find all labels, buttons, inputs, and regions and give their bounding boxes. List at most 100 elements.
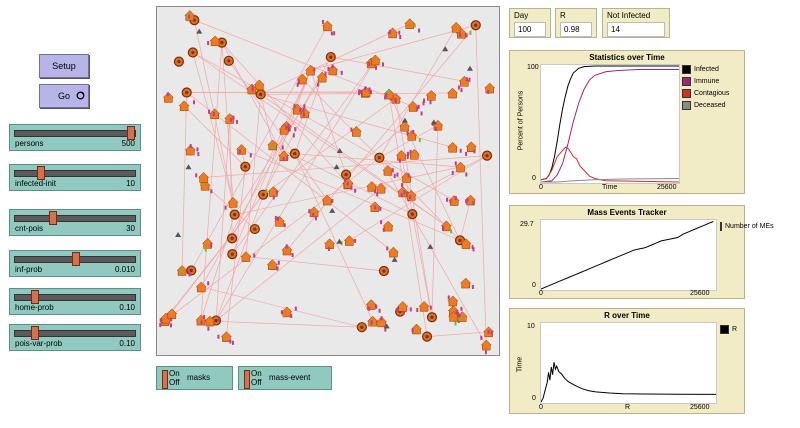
- slider-thumb[interactable]: [126, 126, 135, 140]
- contact-link: [200, 56, 332, 288]
- poi-target-center: [227, 59, 231, 63]
- person-icon: [343, 177, 346, 182]
- go-button-label: Go: [57, 91, 70, 101]
- plot-lines: [540, 65, 680, 183]
- house-icon: [408, 148, 420, 160]
- infected-init-slider[interactable]: infected-init 10: [9, 164, 141, 191]
- world-view[interactable]: [156, 6, 500, 356]
- masks-switch[interactable]: On Off masks: [156, 366, 233, 390]
- y-tick-label: 0: [532, 282, 536, 289]
- person-icon: [450, 229, 453, 234]
- person-icon: [399, 35, 402, 40]
- contact-link: [241, 149, 461, 241]
- person-icon: [350, 185, 353, 190]
- setup-button[interactable]: Setup: [39, 54, 89, 78]
- person-icon: [207, 281, 210, 286]
- person-icon: [340, 70, 343, 75]
- persons-slider[interactable]: persons 500: [9, 124, 141, 151]
- series-line-contagious: [540, 146, 680, 183]
- home-prob-slider[interactable]: home-prob 0.10: [9, 288, 141, 315]
- house-icon: [166, 308, 178, 320]
- slider-thumb[interactable]: [37, 166, 46, 180]
- house-icon: [460, 238, 472, 249]
- person-icon: [200, 181, 203, 186]
- x-axis-label: R: [625, 404, 631, 411]
- person-icon: [312, 212, 315, 217]
- person-icon: [276, 216, 279, 221]
- contact-link: [459, 199, 471, 241]
- person-icon: [398, 158, 401, 163]
- person-icon: [217, 317, 220, 322]
- pois-var-prob-slider[interactable]: pois-var-prob 0.10: [9, 324, 141, 351]
- house-icon: [401, 172, 413, 183]
- contact-link: [260, 92, 453, 95]
- legend-swatch: [720, 222, 722, 231]
- inf-prob-slider[interactable]: inf-prob 0.010: [9, 250, 141, 277]
- contact-link: [330, 56, 465, 82]
- plot-lines: [540, 221, 714, 290]
- mass-event-switch[interactable]: On Off mass-event: [238, 366, 332, 390]
- go-button[interactable]: Go: [39, 84, 89, 108]
- contact-link: [192, 52, 455, 201]
- forever-loop-icon: [76, 91, 85, 100]
- person-icon: [460, 88, 463, 93]
- slider-thumb[interactable]: [31, 326, 40, 340]
- cnt-pois-slider[interactable]: cnt-pois 30: [9, 209, 141, 236]
- person-icon: [459, 148, 462, 153]
- poi-target-center: [259, 92, 263, 96]
- person-icon: [302, 112, 305, 117]
- switch-on-label: On: [169, 369, 180, 378]
- person-icon: [272, 145, 275, 150]
- person-icon: [380, 316, 383, 321]
- person-icon: [280, 310, 283, 315]
- contact-link: [427, 331, 489, 337]
- person-icon: [207, 326, 210, 331]
- plot-area: [540, 322, 717, 404]
- house-icon: [321, 194, 333, 206]
- person-icon: [394, 98, 397, 103]
- person-icon: [285, 125, 288, 130]
- poi-target-center: [474, 23, 478, 27]
- mass-event-triangle-icon: [442, 46, 449, 52]
- house-icon: [253, 79, 265, 91]
- person-icon: [429, 305, 432, 310]
- person-icon: [465, 33, 468, 38]
- switch-knob[interactable]: [244, 370, 250, 389]
- house-icon: [418, 300, 430, 312]
- person-icon: [417, 104, 420, 109]
- series-line-immune: [540, 69, 679, 183]
- house-icon: [480, 339, 492, 351]
- contact-link: [260, 94, 274, 146]
- person-icon: [303, 104, 306, 109]
- slider-thumb[interactable]: [31, 290, 40, 304]
- person-icon: [232, 115, 235, 120]
- person-icon: [473, 149, 476, 154]
- person-icon: [386, 246, 389, 251]
- contact-link: [431, 125, 439, 318]
- person-icon: [346, 181, 349, 186]
- person-icon: [465, 172, 468, 177]
- person-icon: [393, 174, 396, 179]
- mass-event-triangle-icon: [333, 164, 340, 170]
- r-monitor: R 0.98: [555, 8, 597, 38]
- poi-target-center: [377, 156, 381, 160]
- slider-thumb[interactable]: [72, 252, 80, 266]
- person-icon: [416, 107, 419, 112]
- house-icon: [367, 315, 379, 327]
- contact-link: [379, 157, 487, 346]
- person-icon: [212, 111, 215, 116]
- person-icon: [196, 147, 199, 152]
- person-icon: [487, 329, 490, 334]
- person-icon: [297, 79, 300, 84]
- person-icon: [229, 339, 232, 344]
- person-icon: [294, 127, 297, 132]
- house-icon: [235, 144, 248, 155]
- poi-target-center: [425, 334, 429, 339]
- contact-link: [260, 94, 447, 227]
- person-icon: [376, 192, 379, 197]
- slider-thumb[interactable]: [48, 211, 57, 225]
- switch-knob[interactable]: [162, 370, 168, 389]
- mass-event-triangle-icon: [430, 119, 437, 125]
- person-icon: [200, 320, 203, 325]
- house-icon: [454, 161, 467, 173]
